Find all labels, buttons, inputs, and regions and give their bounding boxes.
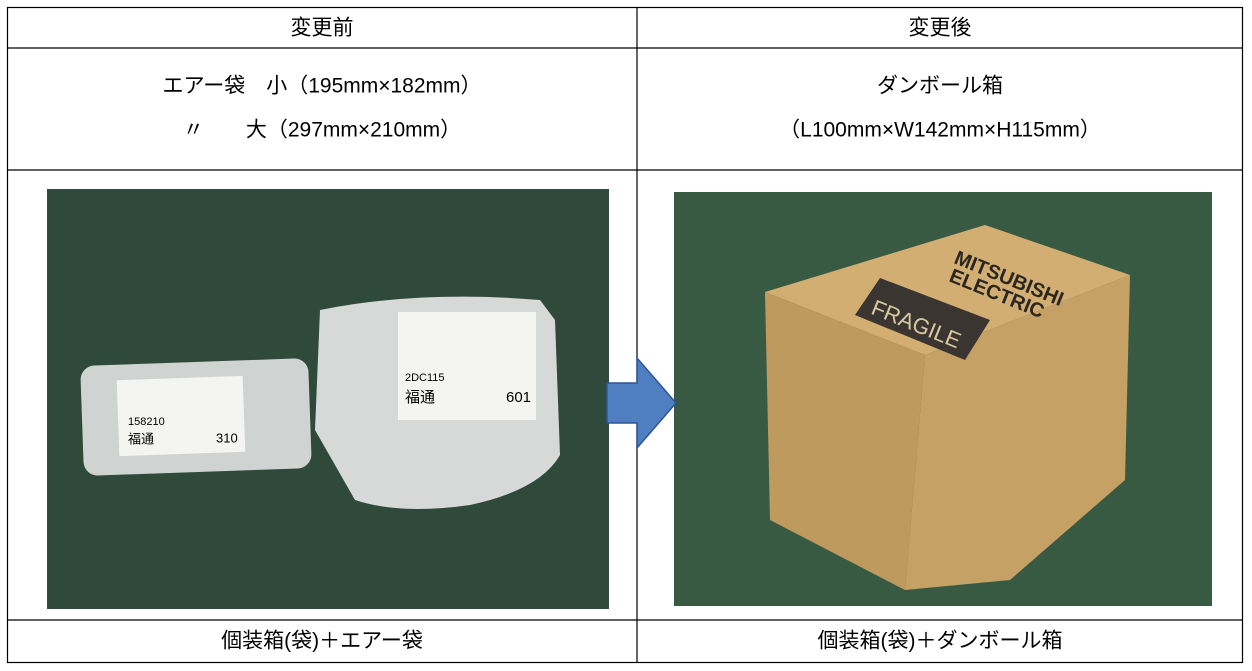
caption: 個装箱(袋)＋エアー袋 — [221, 630, 423, 653]
box-top — [765, 225, 1130, 355]
photo-text: 158210 — [128, 416, 165, 428]
caption: 個装箱(袋)＋ダンボール箱 — [818, 630, 1063, 653]
photo-text: 601 — [506, 389, 531, 406]
photo-text: 2DC115 — [405, 372, 445, 384]
arrow — [606, 355, 677, 451]
header-cell: 変更後 — [909, 17, 972, 40]
fragile-band — [855, 278, 990, 360]
spec-text: エアー袋 小（195mm×182mm） — [162, 75, 481, 98]
spec-text: ダンボール箱 — [877, 75, 1003, 98]
box-side — [765, 292, 925, 590]
photo-after: MITSUBISHI ELECTRIC FRAGILE — [674, 192, 1212, 606]
table-frame — [6, 6, 1244, 664]
photo-before: 158210 310 2DC115 601 福通 福通 — [47, 189, 609, 609]
shipping-label — [116, 375, 246, 457]
table-borders — [6, 6, 1244, 664]
photo-text: 福通 — [405, 389, 435, 406]
photo-text: 福通 — [128, 431, 154, 446]
spec-text: （L100mm×W142mm×H115mm） — [779, 119, 1101, 142]
spec-text: 〃 大（297mm×210mm） — [183, 119, 461, 142]
photo-text: 310 — [216, 430, 238, 445]
shipping-label — [398, 312, 536, 420]
header-cell: 変更前 — [291, 17, 354, 40]
